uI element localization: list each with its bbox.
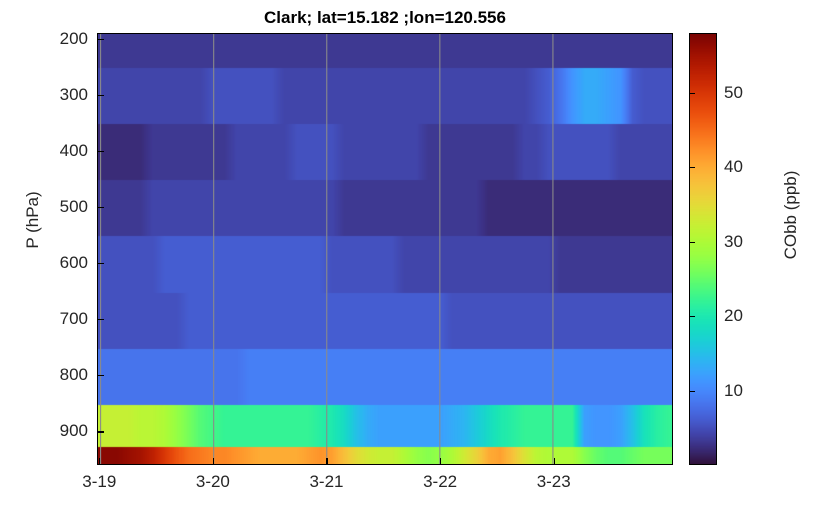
page-title: Clark; lat=15.182 ;lon=120.556 — [264, 8, 506, 27]
colorbar-tick-mark-10 — [689, 390, 695, 392]
x-tick-mark-3-23 — [553, 458, 555, 465]
y-axis-tick-labels: 200 300 400 500 600 700 800 900 — [0, 0, 88, 521]
y-tick-mark-900 — [97, 431, 104, 433]
x-tick-mark-3-22 — [440, 458, 442, 465]
colorbar-tick-label-10: 10 — [724, 380, 743, 400]
x-tick-mark-3-20 — [212, 458, 215, 465]
x-tick-label-3-22: 3-22 — [423, 472, 458, 491]
y-axis-label: P (hPa) — [23, 191, 42, 249]
colorbar-tick-mark-20 — [689, 316, 695, 318]
y-tick-mark-600 — [97, 263, 104, 265]
y-tick-label-400: 400 — [59, 140, 88, 160]
y-tick-mark-500 — [97, 206, 104, 209]
colorbar-tick-label-40: 40 — [724, 157, 743, 177]
colorbar-tick-label-20: 20 — [724, 306, 743, 326]
x-tick-label-3-21: 3-21 — [309, 472, 344, 491]
y-tick-mark-700 — [97, 319, 104, 321]
heatmap-axes — [97, 33, 673, 465]
colorbar-tick-mark-50 — [689, 92, 695, 94]
x-tick-label-3-20: 3-20 — [195, 472, 230, 491]
colorbar — [689, 33, 717, 465]
y-tick-label-200: 200 — [59, 28, 88, 48]
y-tick-mark-800 — [97, 375, 104, 377]
x-tick-mark-3-19 — [99, 458, 101, 465]
y-tick-label-500: 500 — [59, 196, 88, 216]
colorbar-tick-label-50: 50 — [724, 82, 743, 102]
colorbar-tick-label-30: 30 — [724, 231, 743, 251]
y-tick-mark-400 — [97, 150, 104, 152]
y-tick-mark-300 — [97, 94, 104, 96]
y-tick-mark-200 — [97, 38, 104, 40]
x-tick-mark-3-21 — [326, 458, 328, 465]
y-tick-label-900: 900 — [59, 421, 88, 441]
y-tick-label-700: 700 — [59, 309, 88, 329]
x-tick-label-3-19: 3-19 — [82, 472, 117, 491]
colorbar-tick-mark-30 — [689, 241, 695, 243]
colorbar-tick-mark-40 — [689, 167, 695, 169]
y-tick-label-300: 300 — [59, 84, 88, 104]
y-tick-label-800: 800 — [59, 365, 88, 385]
colorbar-label: CObb (ppb) — [781, 170, 800, 260]
x-tick-label-3-23: 3-23 — [536, 472, 571, 491]
heatmap-canvas — [98, 34, 672, 464]
y-tick-label-600: 600 — [59, 253, 88, 273]
colorbar-canvas — [689, 33, 717, 465]
